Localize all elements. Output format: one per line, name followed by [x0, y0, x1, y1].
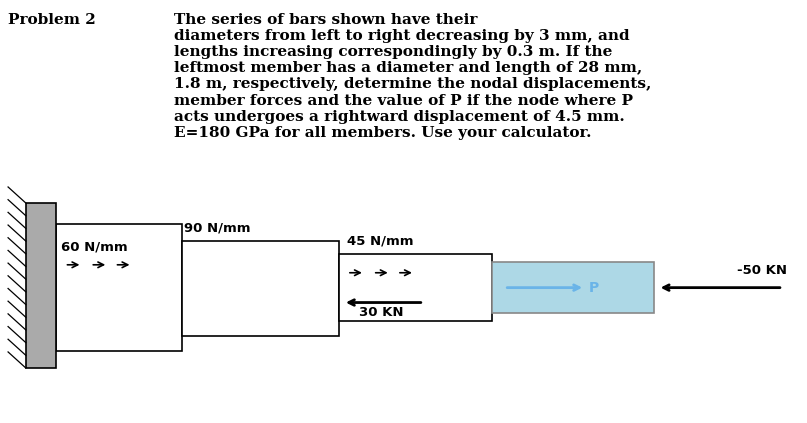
Bar: [339, 254, 492, 321]
Text: The series of bars shown have their
diameters from left to right decreasing by 3: The series of bars shown have their diam…: [174, 13, 651, 140]
Bar: [56, 224, 182, 351]
Text: -50 KN: -50 KN: [737, 264, 787, 277]
Bar: [26, 203, 56, 368]
Text: 30 KN: 30 KN: [359, 306, 404, 319]
Text: P: P: [589, 280, 600, 295]
Text: Problem 2: Problem 2: [8, 13, 96, 27]
Text: 60 N/mm: 60 N/mm: [61, 241, 128, 253]
Bar: [492, 262, 654, 313]
Text: 90 N/mm: 90 N/mm: [184, 222, 250, 235]
Bar: [182, 241, 339, 336]
Text: 45 N/mm: 45 N/mm: [347, 234, 413, 247]
